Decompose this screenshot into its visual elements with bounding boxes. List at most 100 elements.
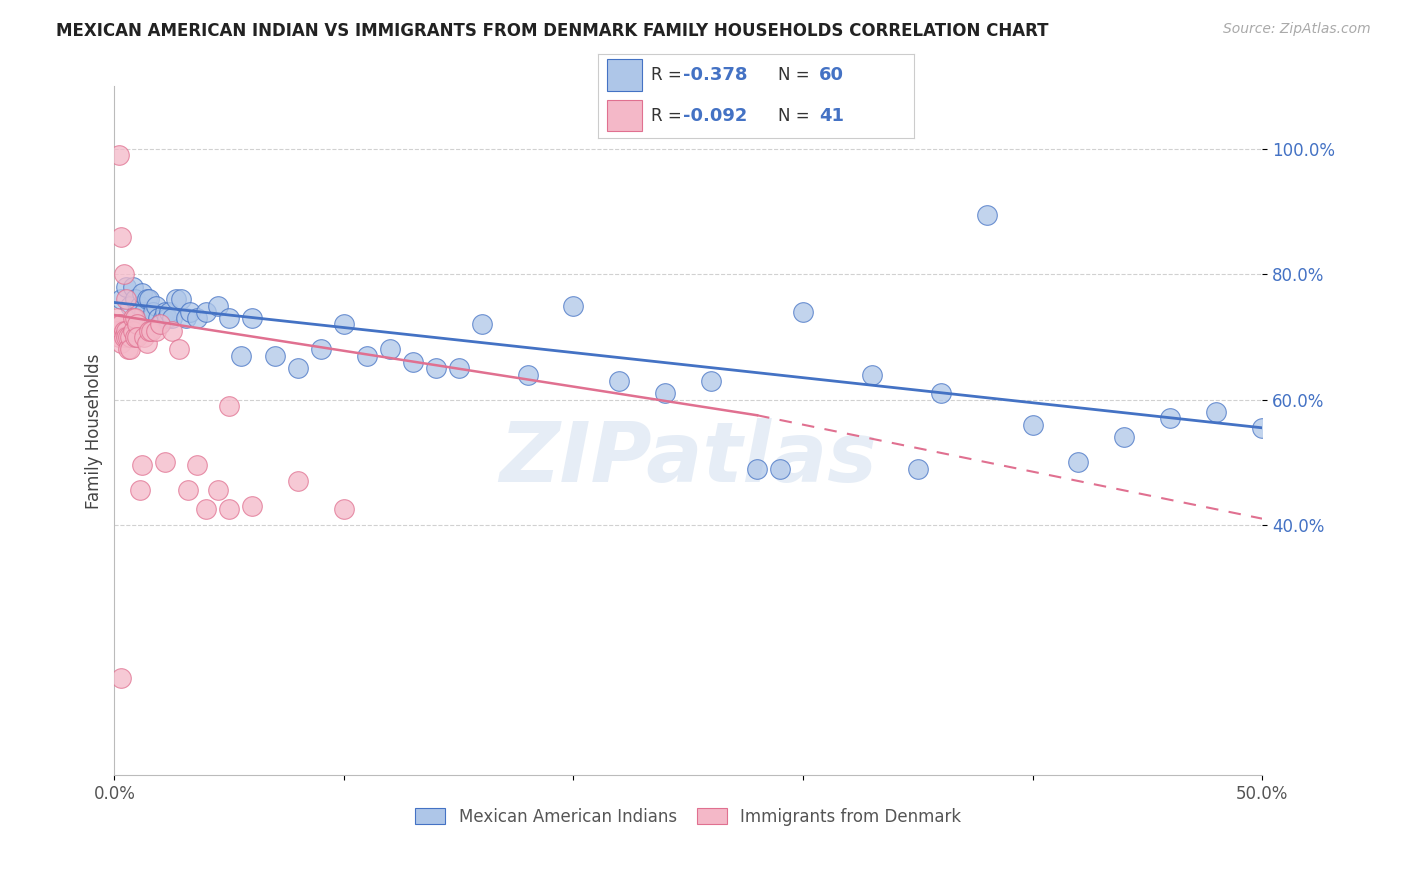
- Point: [149, 318, 172, 332]
- Point: [287, 361, 309, 376]
- Point: [115, 324, 138, 338]
- Point: [177, 483, 200, 498]
- Point: [356, 349, 378, 363]
- Point: [700, 374, 723, 388]
- Text: Source: ZipAtlas.com: Source: ZipAtlas.com: [1223, 22, 1371, 37]
- Text: MEXICAN AMERICAN INDIAN VS IMMIGRANTS FROM DENMARK FAMILY HOUSEHOLDS CORRELATION: MEXICAN AMERICAN INDIAN VS IMMIGRANTS FR…: [56, 22, 1049, 40]
- Point: [128, 299, 150, 313]
- Point: [447, 361, 470, 376]
- Point: [160, 324, 183, 338]
- Point: [124, 311, 146, 326]
- Point: [1114, 430, 1136, 444]
- Point: [174, 311, 197, 326]
- Point: [131, 458, 153, 473]
- Point: [115, 330, 138, 344]
- Point: [907, 461, 929, 475]
- Point: [378, 343, 401, 357]
- Legend: Mexican American Indians, Immigrants from Denmark: Mexican American Indians, Immigrants fro…: [409, 801, 967, 832]
- Point: [156, 311, 179, 326]
- Point: [1159, 411, 1181, 425]
- Point: [654, 386, 676, 401]
- Text: N =: N =: [778, 107, 814, 125]
- Point: [153, 455, 176, 469]
- Text: 41: 41: [818, 107, 844, 125]
- Point: [105, 324, 128, 338]
- Point: [976, 208, 998, 222]
- Point: [121, 280, 143, 294]
- Point: [121, 311, 143, 326]
- Bar: [607, 60, 641, 91]
- Point: [167, 343, 190, 357]
- Y-axis label: Family Households: Family Households: [86, 353, 103, 508]
- Point: [562, 299, 585, 313]
- Point: [135, 336, 157, 351]
- Point: [929, 386, 952, 401]
- Point: [115, 293, 138, 307]
- Point: [218, 311, 240, 326]
- Point: [127, 318, 149, 332]
- Point: [112, 268, 135, 282]
- Point: [142, 305, 165, 319]
- Point: [792, 305, 814, 319]
- Point: [115, 280, 138, 294]
- Point: [131, 286, 153, 301]
- Point: [769, 461, 792, 475]
- Point: [134, 305, 156, 319]
- Point: [309, 343, 332, 357]
- Point: [139, 311, 162, 326]
- Point: [165, 293, 187, 307]
- Point: [1067, 455, 1090, 469]
- Point: [124, 293, 146, 307]
- Point: [120, 330, 142, 344]
- Point: [110, 293, 132, 307]
- Point: [287, 474, 309, 488]
- Point: [108, 148, 131, 162]
- Point: [120, 343, 142, 357]
- Point: [609, 374, 631, 388]
- Point: [179, 305, 201, 319]
- Text: N =: N =: [778, 66, 814, 84]
- Point: [1251, 421, 1274, 435]
- Point: [264, 349, 287, 363]
- Point: [207, 299, 229, 313]
- Point: [117, 343, 139, 357]
- Point: [1021, 417, 1043, 432]
- Point: [152, 311, 174, 326]
- Point: [145, 324, 167, 338]
- Point: [138, 324, 160, 338]
- Point: [218, 502, 240, 516]
- Point: [149, 318, 172, 332]
- Point: [138, 293, 160, 307]
- Point: [195, 305, 218, 319]
- Point: [333, 502, 356, 516]
- Point: [127, 330, 149, 344]
- Point: [159, 305, 181, 319]
- Text: R =: R =: [651, 66, 688, 84]
- Point: [425, 361, 447, 376]
- Bar: [607, 100, 641, 131]
- Text: R =: R =: [651, 107, 688, 125]
- Point: [139, 324, 162, 338]
- Text: -0.092: -0.092: [683, 107, 748, 125]
- Point: [112, 330, 135, 344]
- Point: [1205, 405, 1227, 419]
- Point: [218, 399, 240, 413]
- Point: [127, 305, 149, 319]
- Point: [860, 368, 883, 382]
- Point: [135, 293, 157, 307]
- Point: [471, 318, 494, 332]
- Point: [121, 324, 143, 338]
- Point: [110, 318, 132, 332]
- Text: ZIPatlas: ZIPatlas: [499, 418, 877, 499]
- Point: [186, 311, 208, 326]
- Text: -0.378: -0.378: [683, 66, 748, 84]
- Point: [146, 311, 169, 326]
- Point: [240, 499, 263, 513]
- Point: [145, 299, 167, 313]
- Point: [110, 229, 132, 244]
- Point: [195, 502, 218, 516]
- Point: [153, 305, 176, 319]
- Point: [333, 318, 356, 332]
- Point: [134, 330, 156, 344]
- Point: [108, 318, 131, 332]
